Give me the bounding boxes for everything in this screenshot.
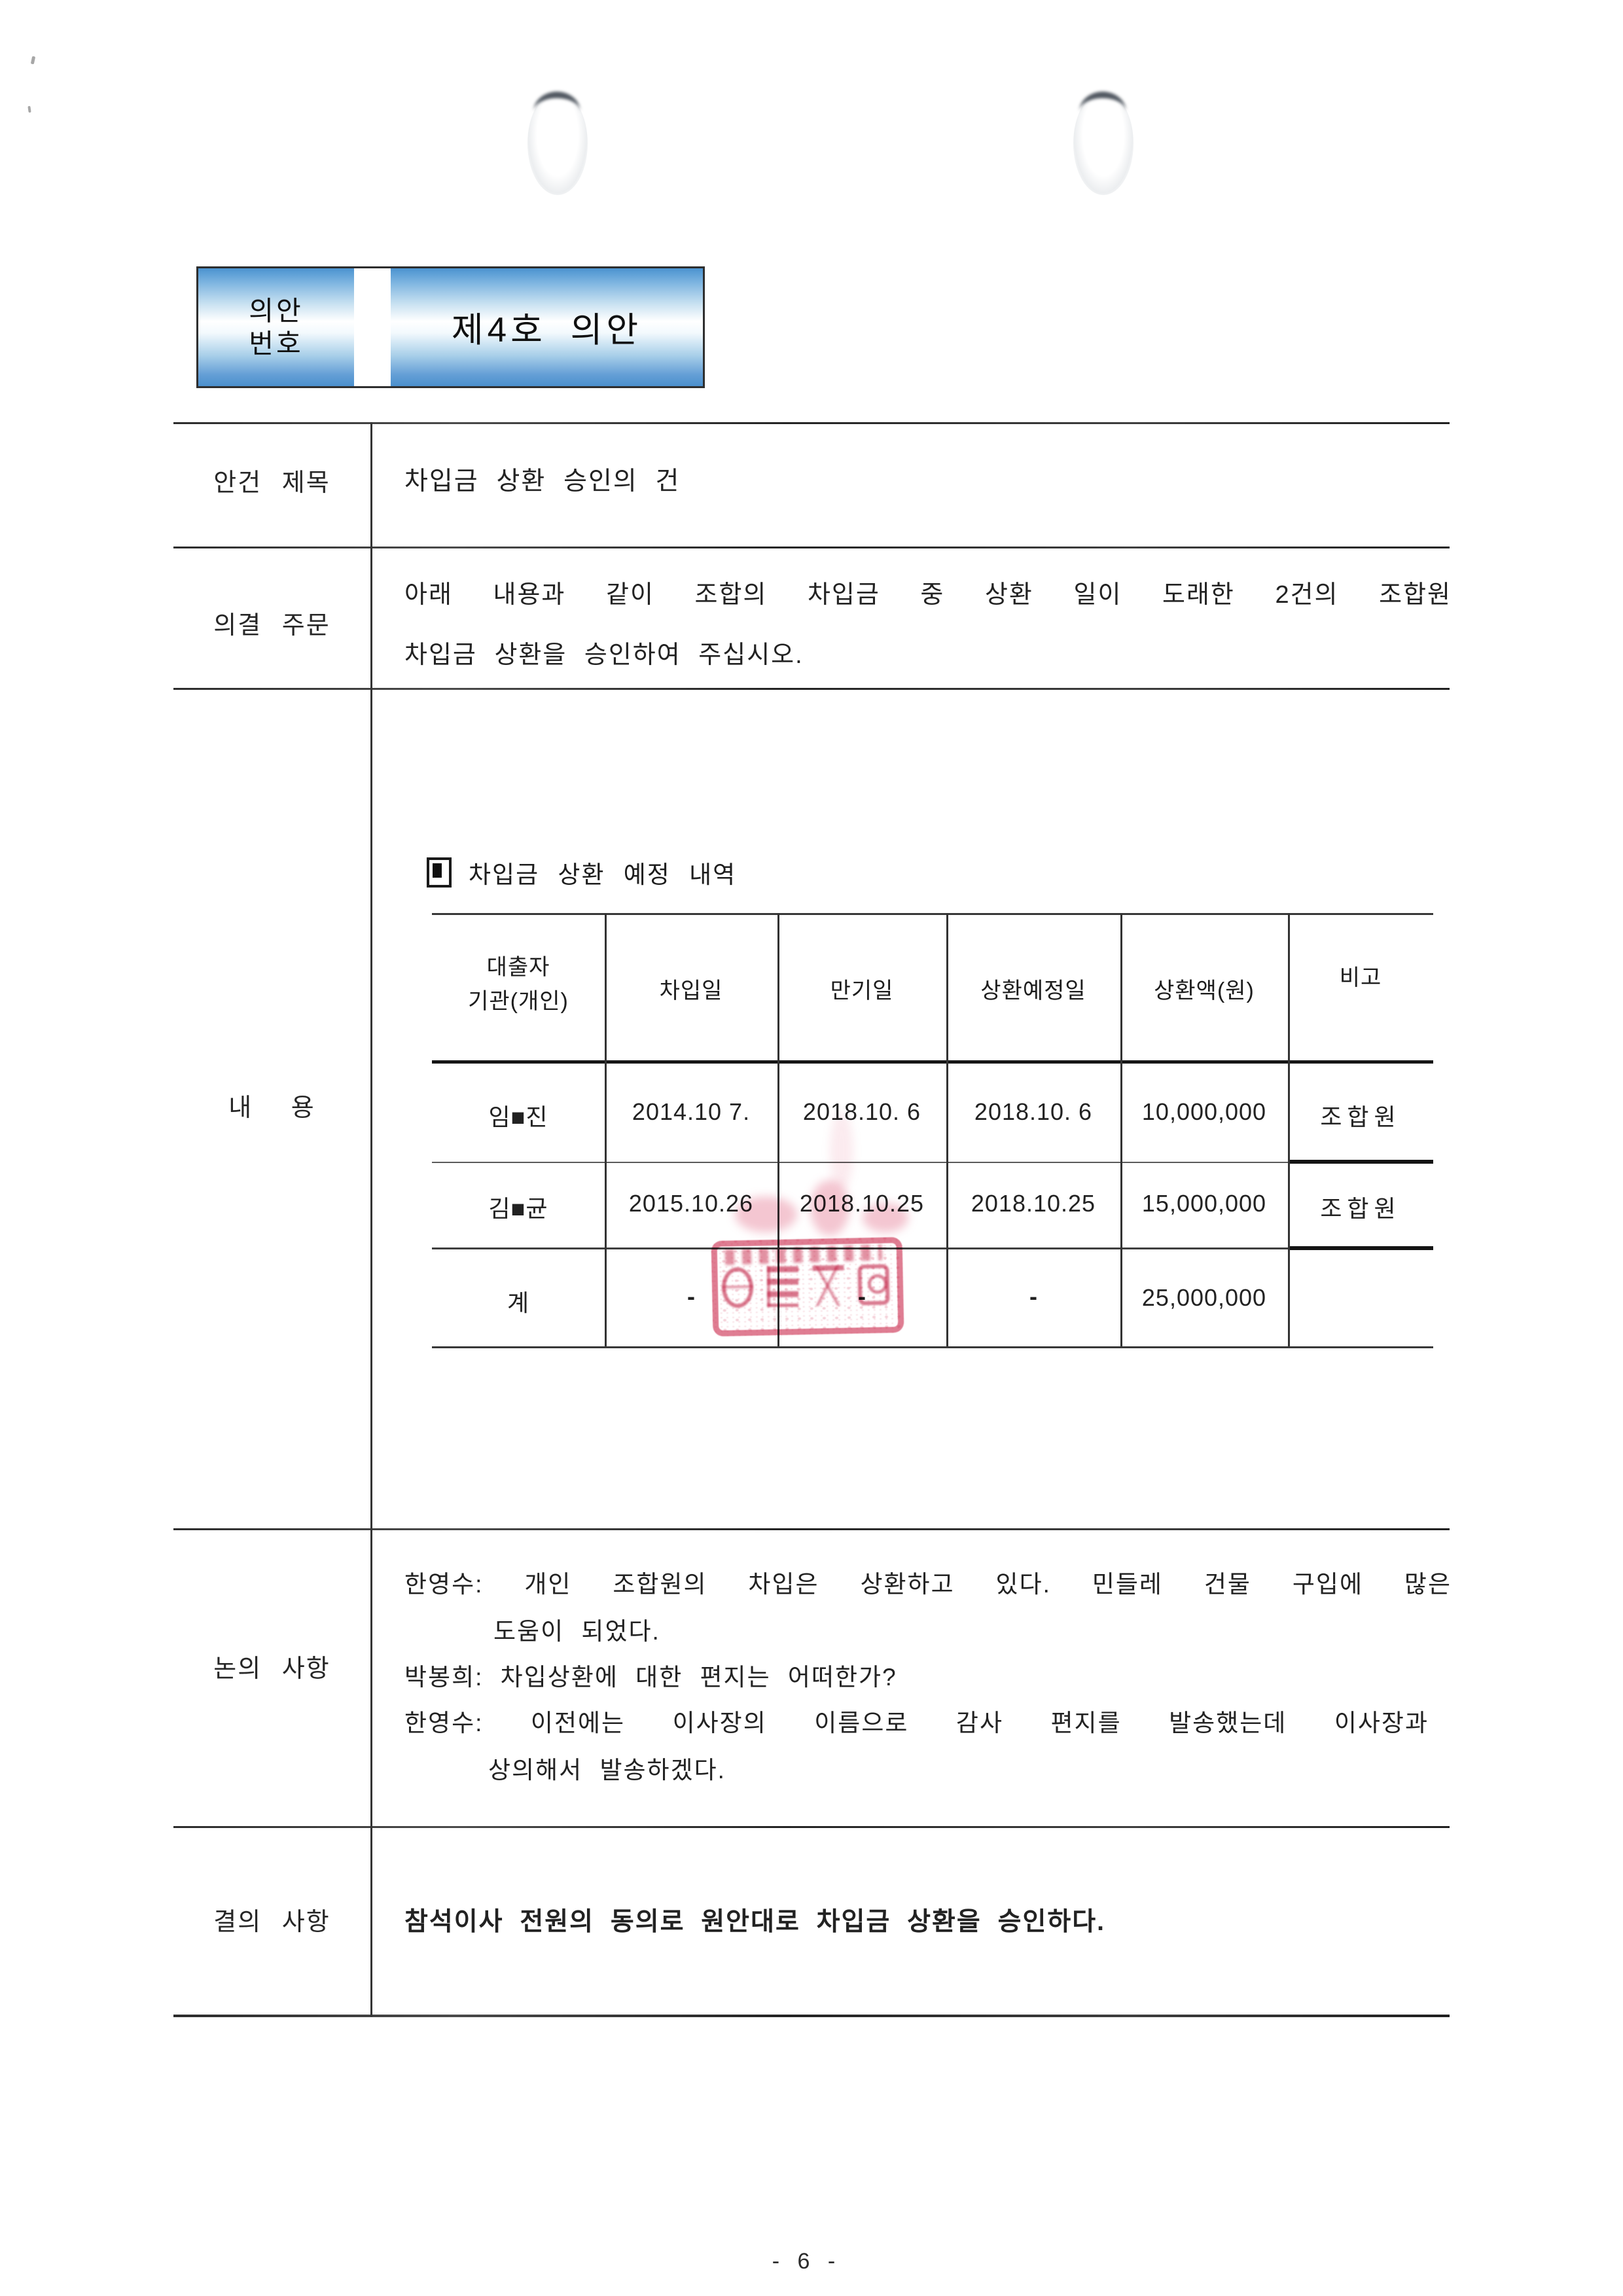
agenda-number-label-line2: 번호 [249, 329, 304, 359]
discussion-line3: 박봉희: 차입상환에 대한 편지는 어떠한가? [404, 1664, 897, 1691]
loan-table-header-maturity-date: 만기일 [830, 978, 894, 1003]
red-approval-stamp [673, 1105, 921, 1367]
loan-row1-repay-due-date: 2018.10. 6 [974, 1098, 1093, 1125]
loan-row1-borrow-date: 2014.10 7. [632, 1098, 751, 1125]
discussion-line4: 한영수: 이전에는 이사장의 이름으로 감사 편지를 발송했는데 이사장과 [404, 1710, 1429, 1736]
table-border [173, 547, 1450, 548]
row-label-agenda-title: 안건 제목 [213, 469, 330, 497]
agenda-number-label-line1: 의안 [249, 296, 304, 326]
page-number: - 6 - [772, 2249, 838, 2274]
loan-total-borrow-date: - [687, 1283, 695, 1310]
loan-row2-lender: 김■균 [488, 1195, 548, 1222]
loan-row2-maturity-date: 2018.10.25 [799, 1190, 925, 1217]
agenda-number-label: 의안 번호 [198, 268, 354, 386]
table-border [173, 1826, 1450, 1828]
row-label-resolution-order: 의결 주문 [213, 612, 330, 639]
loan-table-header-borrow-date: 차입일 [659, 978, 723, 1003]
loan-table-title: 차입금 상환 예정 내역 [427, 855, 736, 890]
agenda-number-box: 의안 번호 제4호 의안 [196, 266, 705, 388]
agenda-box-divider [354, 268, 391, 386]
table-border [173, 1528, 1450, 1530]
row-label-discussion: 논의 사항 [213, 1655, 330, 1683]
discussion-line1: 한영수: 개인 조합원의 차입은 상환하고 있다. 민들레 건물 구입에 많은 [404, 1571, 1452, 1598]
scan-speck [27, 105, 31, 113]
punch-hole-right [1073, 92, 1133, 195]
agenda-title: 제4호 의안 [391, 268, 703, 386]
loan-table-border [946, 913, 948, 1346]
scan-speck [30, 56, 36, 65]
square-bullet-icon [427, 857, 452, 888]
loan-table-border [432, 913, 1433, 915]
header-lender-line2: 기관(개인) [468, 989, 569, 1014]
loan-table-border [432, 1346, 1433, 1348]
resolution-order-line2: 차입금 상환을 승인하여 주십시오. [404, 641, 804, 669]
loan-row2-borrow-date: 2015.10.26 [628, 1190, 754, 1217]
loan-table-border [432, 1247, 1288, 1249]
loan-row1-maturity-date: 2018.10. 6 [802, 1098, 921, 1125]
loan-table-border [1288, 1246, 1433, 1250]
loan-total-maturity-date: - [858, 1283, 866, 1310]
discussion-line5: 상의해서 발송하겠다. [488, 1757, 726, 1784]
loan-table-header-lender: 대출자 기관(개인) [432, 950, 605, 1018]
loan-total-amount: 25,000,000 [1141, 1284, 1267, 1311]
loan-row1-amount: 10,000,000 [1141, 1098, 1267, 1125]
loan-total-label: 계 [507, 1289, 530, 1316]
loan-table-border [432, 1060, 1433, 1064]
table-border [370, 422, 372, 2017]
loan-table-header-note: 비고 [1339, 965, 1382, 990]
loan-table-border [777, 913, 779, 1346]
table-border [173, 422, 1450, 424]
loan-row1-lender: 임■진 [488, 1103, 548, 1130]
loan-table-header-repay-amount: 상환액(원) [1154, 978, 1255, 1003]
resolution-content: 참석이사 전원의 동의로 원안대로 차입금 상환을 승인하다. [404, 1908, 1105, 1936]
discussion-line2: 도움이 되었다. [493, 1618, 660, 1645]
row-label-content: 내 용 [228, 1094, 315, 1122]
row-label-resolution: 결의 사항 [213, 1909, 330, 1936]
agenda-title-content: 차입금 상환 승인의 건 [404, 467, 681, 495]
loan-row2-repay-due-date: 2018.10.25 [971, 1190, 1096, 1217]
loan-table-border [1120, 913, 1122, 1346]
table-border [173, 688, 1450, 690]
table-border [173, 2015, 1450, 2017]
loan-row2-amount: 15,000,000 [1141, 1190, 1267, 1217]
loan-table-border [605, 913, 607, 1346]
loan-table-header-repay-due-date: 상환예정일 [980, 978, 1086, 1003]
loan-row2-note: 조합원 [1320, 1195, 1401, 1222]
loan-total-repay-due-date: - [1029, 1283, 1037, 1310]
loan-row1-note: 조합원 [1320, 1103, 1401, 1130]
loan-table-border [432, 1162, 1288, 1163]
header-lender-line1: 대출자 [486, 955, 550, 980]
punch-hole-left [527, 92, 588, 195]
loan-table-title-text: 차입금 상환 예정 내역 [469, 861, 737, 888]
loan-table-border [1288, 1160, 1433, 1164]
loan-table-border [1288, 913, 1290, 1346]
resolution-order-line1: 아래 내용과 같이 조합의 차입금 중 상환 일이 도래한 2건의 조합원 [404, 581, 1452, 609]
